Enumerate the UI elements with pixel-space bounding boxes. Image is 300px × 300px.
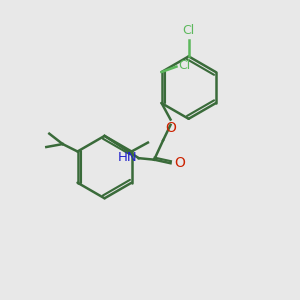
Text: Cl: Cl <box>182 24 195 37</box>
Text: Cl: Cl <box>178 59 190 72</box>
Text: O: O <box>174 156 185 170</box>
Text: HN: HN <box>118 151 137 164</box>
Text: O: O <box>165 121 176 135</box>
